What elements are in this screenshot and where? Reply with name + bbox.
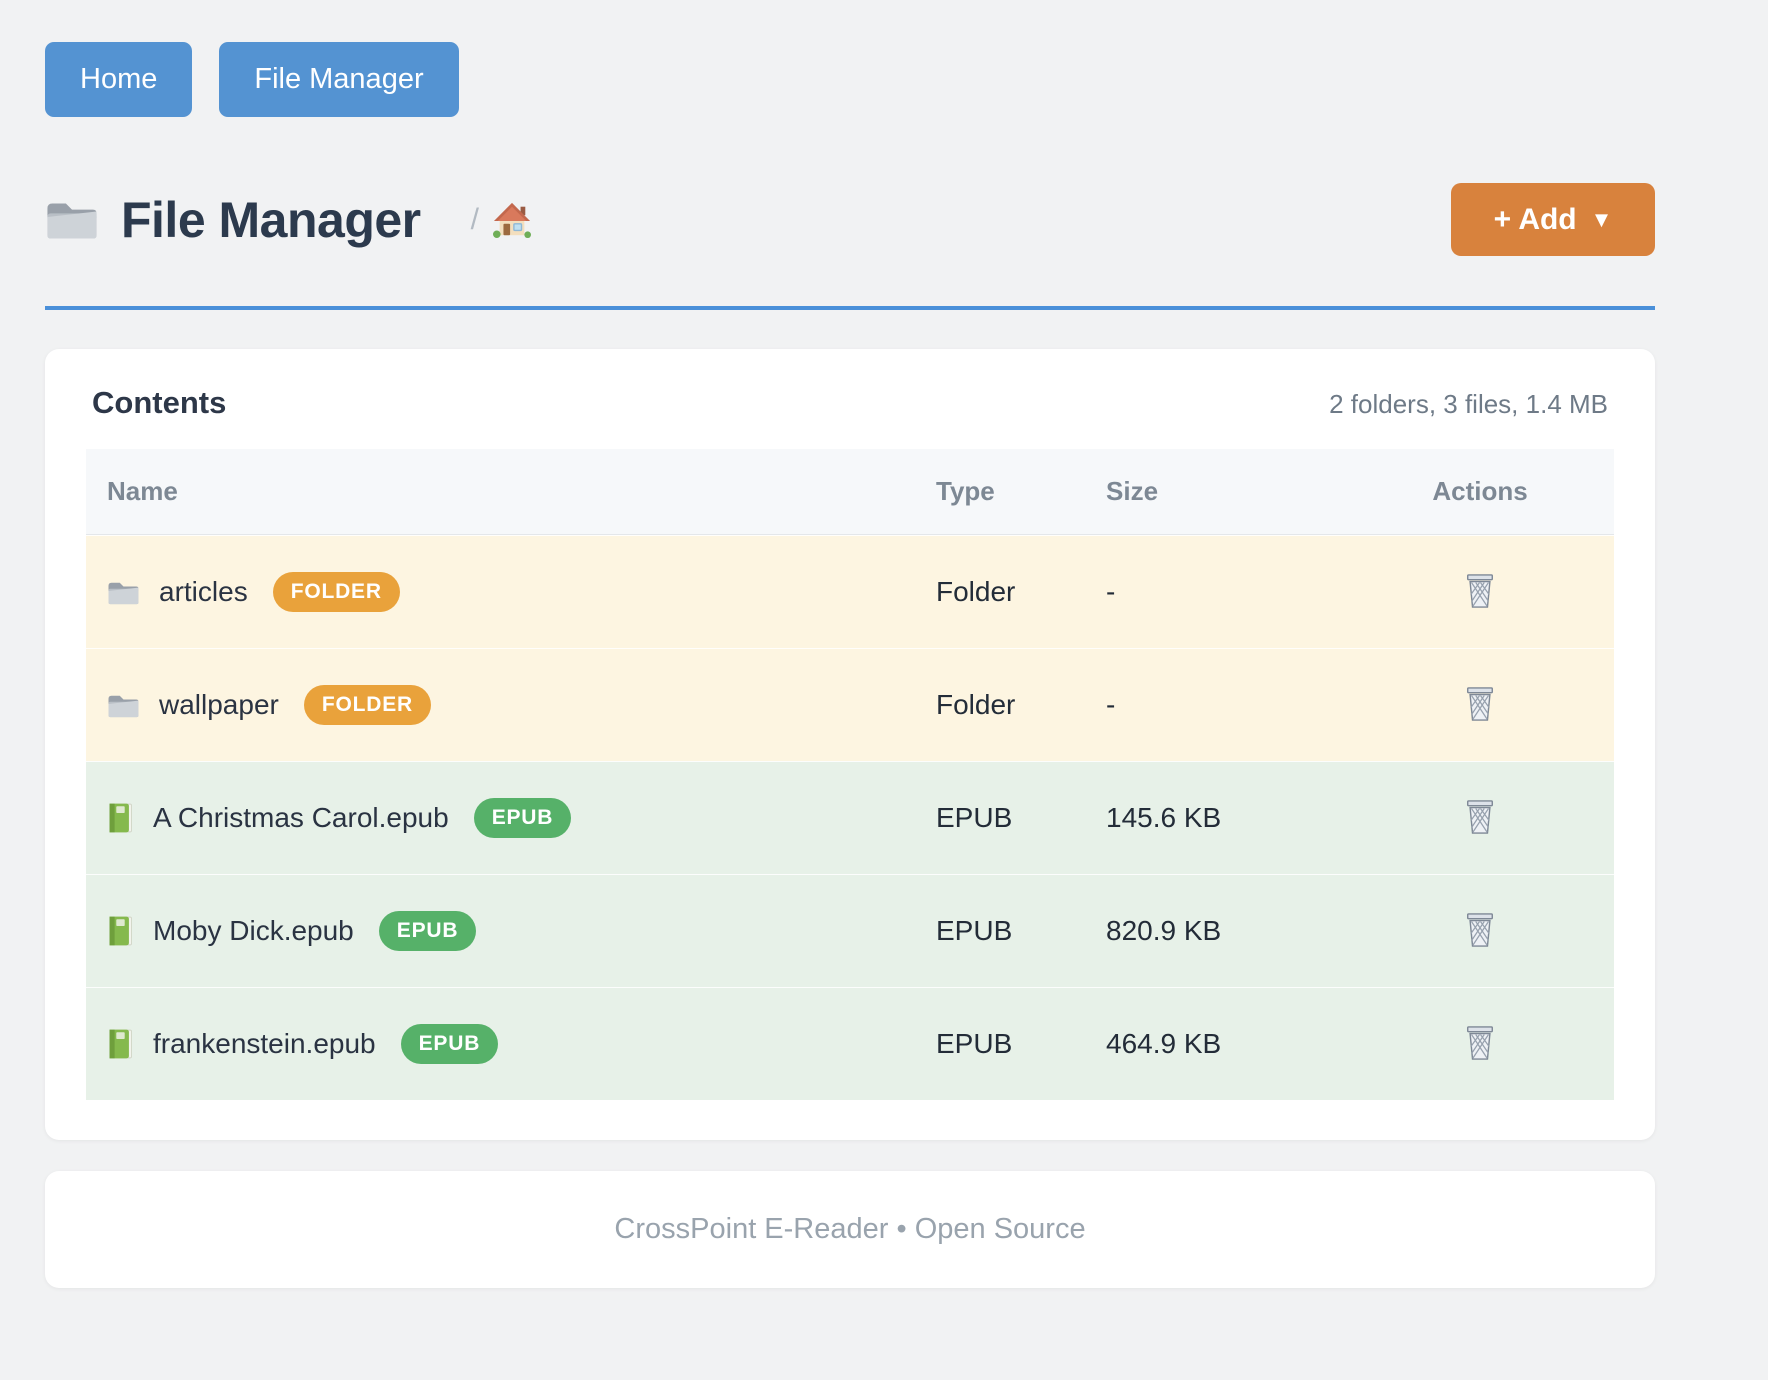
table-row-moby-dick: Moby Dick.epub EPUB EPUB 820.9 KB [86,874,1614,987]
folder-icon [45,197,99,242]
file-size: 145.6 KB [1106,802,1222,833]
house-icon[interactable] [493,201,531,239]
file-type: EPUB [936,802,1013,833]
epub-badge: EPUB [378,911,477,951]
column-header-size: Size [1106,476,1159,506]
file-type: EPUB [936,1028,1013,1059]
file-type: EPUB [936,915,1013,946]
contents-summary: 2 folders, 3 files, 1.4 MB [1329,389,1608,419]
delete-button[interactable] [1459,794,1501,840]
file-size: 820.9 KB [1106,915,1222,946]
header-divider [45,306,1655,310]
delete-button[interactable] [1459,907,1501,953]
page-header: File Manager / + Add ▼ [45,183,1655,256]
table-row-christmas-carol: A Christmas Carol.epub EPUB EPUB 145.6 K… [86,761,1614,874]
file-manager-nav-button[interactable]: File Manager [219,42,459,117]
folder-badge: FOLDER [272,572,400,612]
table-row-frankenstein: frankenstein.epub EPUB EPUB 464.9 KB [86,987,1614,1100]
trash-icon [1463,1024,1497,1062]
delete-button[interactable] [1459,568,1501,614]
green-book-icon [107,802,134,834]
files-table: Name Type Size Actions articles FOLDER F… [86,449,1614,1100]
green-book-icon [107,915,134,947]
chevron-down-icon: ▼ [1590,206,1613,232]
column-header-name: Name [107,476,178,506]
footer-card: CrossPoint E-Reader • Open Source [45,1171,1655,1288]
breadcrumb-separator: / [470,202,479,236]
home-nav-button[interactable]: Home [45,42,193,117]
table-row-wallpaper: wallpaper FOLDER Folder - [86,648,1614,761]
column-header-actions: Actions [1432,476,1528,506]
file-name-link[interactable]: Moby Dick.epub [153,915,354,946]
contents-heading: Contents [92,385,227,420]
trash-icon [1463,572,1497,610]
file-name-link[interactable]: wallpaper [159,689,279,720]
file-name-link[interactable]: articles [159,576,248,607]
file-name-link[interactable]: A Christmas Carol.epub [153,802,449,833]
add-button-label: + Add [1493,202,1577,236]
file-size: - [1106,576,1116,607]
top-nav: Home File Manager [45,0,1655,117]
delete-button[interactable] [1459,1020,1501,1066]
table-row-articles: articles FOLDER Folder - [86,535,1614,648]
breadcrumb: / [471,201,531,239]
delete-button[interactable] [1459,681,1501,727]
file-size: 464.9 KB [1106,1028,1222,1059]
footer-text: CrossPoint E-Reader • Open Source [614,1213,1086,1245]
contents-card: Contents 2 folders, 3 files, 1.4 MB Name… [45,349,1655,1140]
column-header-type: Type [936,476,995,506]
file-type: Folder [936,576,1016,607]
add-button[interactable]: + Add ▼ [1451,183,1655,256]
epub-badge: EPUB [400,1024,499,1064]
green-book-icon [107,1028,134,1060]
file-name-link[interactable]: frankenstein.epub [153,1028,376,1059]
folder-badge: FOLDER [303,685,431,725]
file-type: Folder [936,689,1016,720]
folder-icon [107,579,140,606]
trash-icon [1463,798,1497,836]
epub-badge: EPUB [473,798,572,838]
trash-icon [1463,911,1497,949]
file-manager-page: Home File Manager File Manager / + Add ▼… [45,0,1655,1288]
table-header-row: Name Type Size Actions [86,449,1614,535]
folder-icon [107,692,140,719]
page-title: File Manager [121,191,421,248]
file-size: - [1106,689,1116,720]
trash-icon [1463,685,1497,723]
